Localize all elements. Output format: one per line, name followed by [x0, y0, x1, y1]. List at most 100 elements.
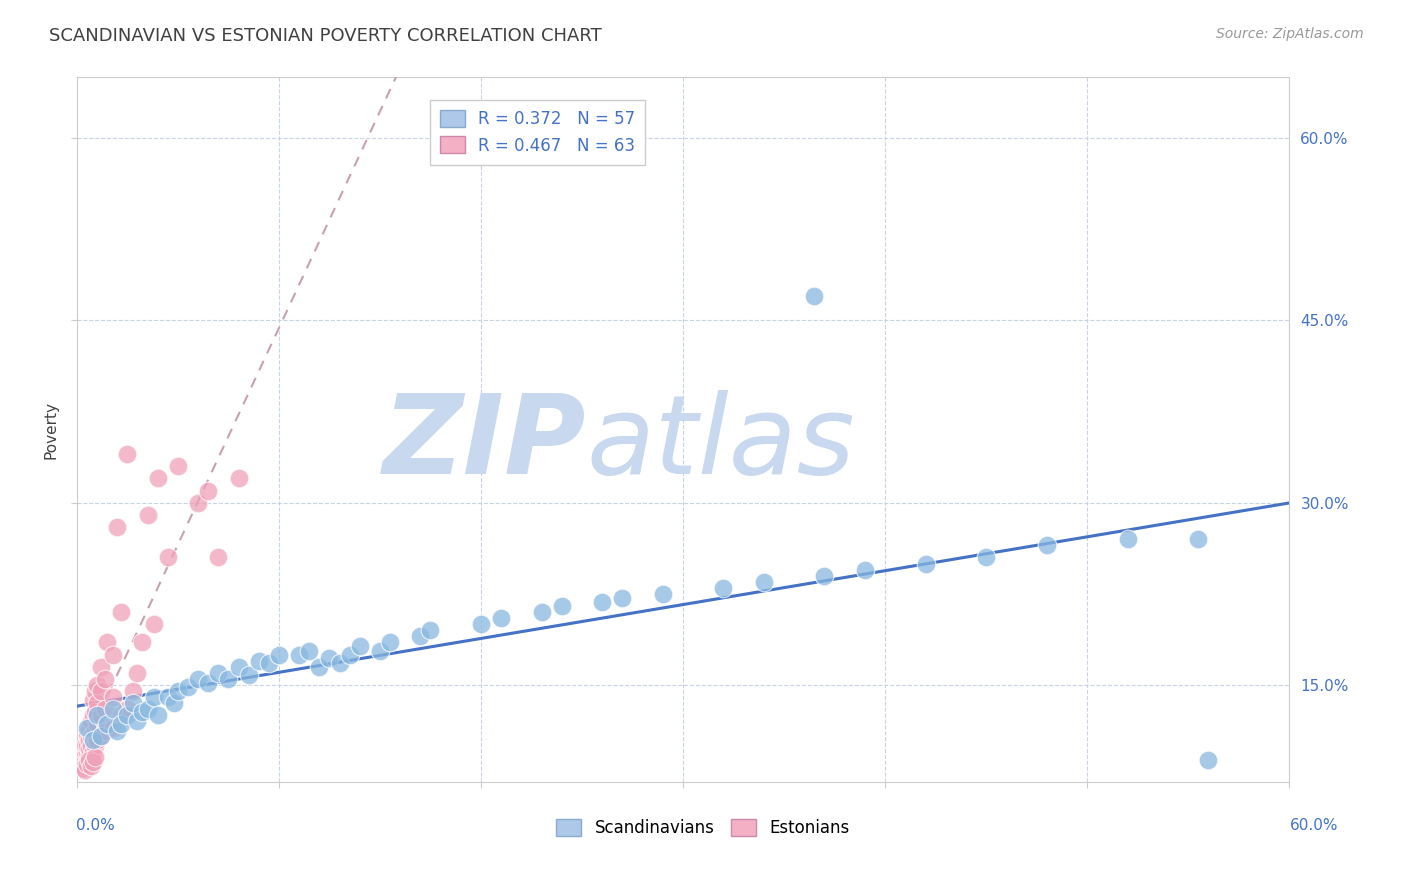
Point: [136, 702, 159, 716]
Point: [142, 690, 165, 705]
Point: [1116, 532, 1139, 546]
Point: [591, 595, 613, 609]
Point: [142, 617, 165, 632]
Point: [77, 741, 100, 756]
Point: [127, 714, 149, 729]
Point: [77, 721, 100, 735]
Point: [84, 724, 107, 739]
Point: [82, 726, 104, 740]
Point: [72, 751, 94, 765]
Point: [156, 690, 179, 705]
Point: [122, 684, 145, 698]
Point: [1197, 753, 1219, 767]
Point: [177, 681, 200, 695]
Point: [228, 471, 250, 485]
Point: [96, 635, 118, 649]
Text: ZIP: ZIP: [382, 391, 586, 498]
Point: [117, 447, 139, 461]
Point: [76, 745, 98, 759]
Point: [187, 672, 209, 686]
Point: [94, 672, 117, 686]
Point: [163, 696, 186, 710]
Y-axis label: Poverty: Poverty: [44, 401, 58, 458]
Point: [228, 660, 250, 674]
Point: [82, 708, 104, 723]
Point: [489, 611, 512, 625]
Point: [72, 761, 94, 775]
Legend: Scandinavians, Estonians: Scandinavians, Estonians: [550, 812, 856, 844]
Point: [298, 644, 321, 658]
Point: [76, 726, 98, 740]
Text: 0.0%: 0.0%: [76, 818, 115, 832]
Point: [94, 702, 117, 716]
Point: [813, 568, 835, 582]
Point: [80, 751, 103, 765]
Point: [131, 635, 153, 649]
Point: [76, 753, 98, 767]
Point: [90, 684, 112, 698]
Point: [752, 574, 775, 589]
Point: [187, 496, 209, 510]
Point: [308, 660, 330, 674]
Point: [80, 729, 103, 743]
Point: [73, 739, 96, 753]
Point: [339, 648, 361, 662]
Point: [84, 705, 107, 719]
Point: [349, 639, 371, 653]
Point: [84, 684, 107, 698]
Point: [82, 745, 104, 759]
Point: [103, 702, 125, 716]
Point: [612, 591, 634, 605]
Point: [90, 708, 112, 723]
Point: [651, 587, 673, 601]
Point: [117, 702, 139, 716]
Text: SCANDINAVIAN VS ESTONIAN POVERTY CORRELATION CHART: SCANDINAVIAN VS ESTONIAN POVERTY CORRELA…: [49, 27, 602, 45]
Point: [73, 745, 96, 759]
Point: [82, 755, 104, 769]
Point: [713, 581, 735, 595]
Point: [105, 520, 128, 534]
Point: [76, 721, 98, 735]
Point: [77, 748, 100, 763]
Point: [86, 732, 108, 747]
Point: [853, 563, 876, 577]
Point: [90, 729, 112, 743]
Point: [117, 708, 139, 723]
Point: [207, 665, 229, 680]
Point: [76, 739, 98, 753]
Point: [80, 739, 103, 753]
Point: [328, 656, 350, 670]
Point: [1035, 538, 1057, 552]
Point: [207, 550, 229, 565]
Point: [288, 648, 311, 662]
Point: [77, 753, 100, 767]
Point: [197, 675, 219, 690]
Point: [86, 717, 108, 731]
Point: [247, 654, 270, 668]
Point: [146, 471, 169, 485]
Point: [378, 635, 401, 649]
Text: 60.0%: 60.0%: [1291, 818, 1339, 832]
Point: [167, 684, 190, 698]
Point: [84, 749, 107, 764]
Point: [77, 732, 100, 747]
Point: [103, 690, 125, 705]
Point: [84, 739, 107, 753]
Point: [197, 483, 219, 498]
Point: [368, 644, 391, 658]
Point: [90, 660, 112, 674]
Point: [1187, 532, 1209, 546]
Point: [90, 729, 112, 743]
Point: [257, 656, 280, 670]
Point: [110, 717, 132, 731]
Point: [131, 705, 153, 719]
Point: [146, 708, 169, 723]
Point: [914, 557, 936, 571]
Point: [238, 668, 260, 682]
Text: Source: ZipAtlas.com: Source: ZipAtlas.com: [1216, 27, 1364, 41]
Point: [94, 724, 117, 739]
Point: [80, 759, 103, 773]
Point: [122, 696, 145, 710]
Point: [470, 617, 492, 632]
Point: [318, 651, 340, 665]
